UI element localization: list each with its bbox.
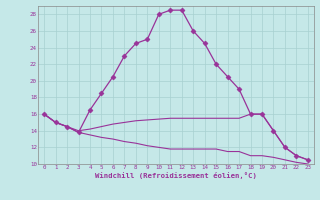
X-axis label: Windchill (Refroidissement éolien,°C): Windchill (Refroidissement éolien,°C)	[95, 172, 257, 179]
